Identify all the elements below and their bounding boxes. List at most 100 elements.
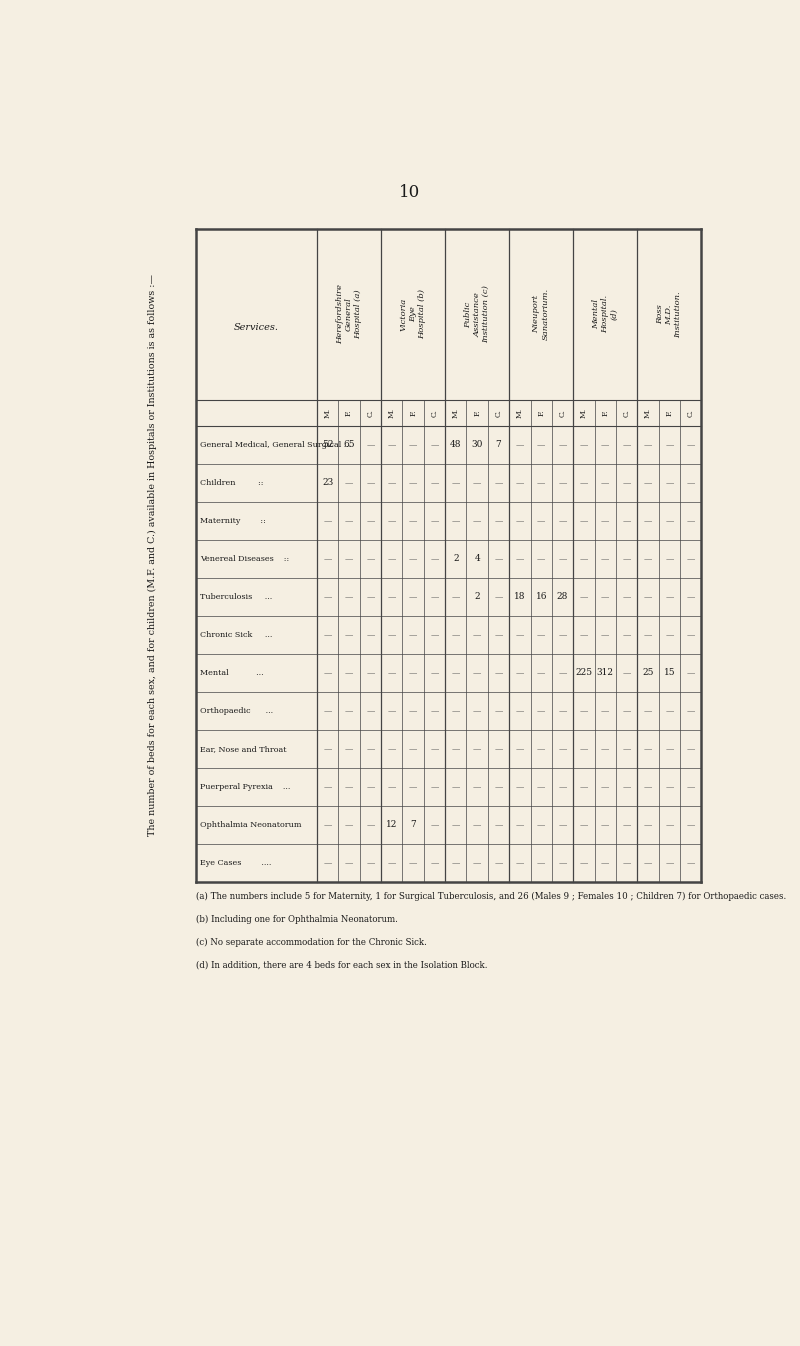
Text: F.: F. — [538, 409, 546, 416]
Text: —: — — [686, 555, 695, 563]
Text: —: — — [345, 592, 354, 600]
Text: —: — — [494, 669, 502, 677]
Text: —: — — [580, 783, 588, 791]
Text: —: — — [601, 744, 610, 752]
Text: —: — — [323, 631, 332, 639]
Text: 25: 25 — [642, 669, 654, 677]
Text: —: — — [558, 821, 566, 829]
Text: —: — — [686, 592, 695, 600]
Text: —: — — [387, 669, 396, 677]
Text: (a) The numbers include 5 for Maternity, 1 for Surgical Tuberculosis, and 26 (Ma: (a) The numbers include 5 for Maternity,… — [196, 892, 786, 902]
Text: —: — — [387, 555, 396, 563]
Text: —: — — [366, 783, 374, 791]
Text: Services.: Services. — [234, 323, 279, 332]
Text: —: — — [366, 440, 374, 448]
Text: —: — — [430, 669, 438, 677]
Text: —: — — [323, 555, 332, 563]
Text: Mental
Hospital.
(d): Mental Hospital. (d) — [592, 295, 618, 334]
Text: —: — — [345, 707, 354, 715]
Text: —: — — [323, 592, 332, 600]
Text: Venereal Diseases    ::: Venereal Diseases :: — [200, 555, 289, 563]
Text: —: — — [516, 859, 524, 867]
Text: —: — — [622, 592, 631, 600]
Text: M.: M. — [452, 408, 460, 417]
Text: Chronic Sick     ...: Chronic Sick ... — [200, 631, 272, 639]
Text: —: — — [558, 669, 566, 677]
Text: —: — — [473, 744, 482, 752]
Text: —: — — [601, 479, 610, 487]
Text: —: — — [473, 669, 482, 677]
Text: —: — — [622, 479, 631, 487]
Text: —: — — [686, 821, 695, 829]
Text: —: — — [601, 631, 610, 639]
Text: —: — — [558, 440, 566, 448]
Text: —: — — [345, 859, 354, 867]
Text: —: — — [494, 783, 502, 791]
Text: —: — — [366, 859, 374, 867]
Text: —: — — [558, 707, 566, 715]
Text: —: — — [345, 669, 354, 677]
Text: —: — — [323, 517, 332, 525]
Text: —: — — [430, 555, 438, 563]
Text: —: — — [387, 631, 396, 639]
Text: —: — — [580, 744, 588, 752]
Text: —: — — [644, 479, 652, 487]
Text: —: — — [644, 707, 652, 715]
Text: —: — — [686, 707, 695, 715]
Text: —: — — [323, 707, 332, 715]
Text: —: — — [622, 744, 631, 752]
Text: —: — — [473, 821, 482, 829]
Text: —: — — [430, 821, 438, 829]
Text: General Medical, General Surgical ...: General Medical, General Surgical ... — [200, 440, 351, 448]
Text: —: — — [516, 479, 524, 487]
Text: 15: 15 — [663, 669, 675, 677]
Text: F.: F. — [473, 409, 481, 416]
Text: F.: F. — [409, 409, 417, 416]
Text: —: — — [665, 517, 674, 525]
Text: —: — — [558, 859, 566, 867]
Text: —: — — [622, 707, 631, 715]
Text: —: — — [537, 479, 546, 487]
Text: 312: 312 — [597, 669, 614, 677]
Text: (c) No separate accommodation for the Chronic Sick.: (c) No separate accommodation for the Ch… — [196, 938, 427, 948]
Text: —: — — [366, 517, 374, 525]
Text: C.: C. — [366, 409, 374, 417]
Text: 23: 23 — [322, 478, 334, 487]
Text: 16: 16 — [535, 592, 547, 602]
Text: 4: 4 — [474, 555, 480, 564]
Text: —: — — [516, 783, 524, 791]
Text: —: — — [644, 859, 652, 867]
Text: —: — — [644, 631, 652, 639]
Text: —: — — [686, 744, 695, 752]
Text: —: — — [430, 783, 438, 791]
Text: C.: C. — [430, 409, 438, 417]
Text: —: — — [366, 592, 374, 600]
Text: —: — — [452, 631, 460, 639]
Text: —: — — [452, 517, 460, 525]
Text: Tuberculosis     ...: Tuberculosis ... — [200, 592, 272, 600]
Text: —: — — [494, 821, 502, 829]
Text: —: — — [494, 631, 502, 639]
Text: —: — — [665, 821, 674, 829]
Text: Ear, Nose and Throat: Ear, Nose and Throat — [200, 744, 286, 752]
Text: —: — — [409, 859, 418, 867]
Text: —: — — [345, 744, 354, 752]
Text: —: — — [366, 669, 374, 677]
Text: —: — — [516, 707, 524, 715]
Text: C.: C. — [494, 409, 502, 417]
Text: 10: 10 — [399, 184, 421, 202]
Text: Eye Cases        ....: Eye Cases .... — [200, 859, 271, 867]
Text: Victoria
Eye
Hospital (b): Victoria Eye Hospital (b) — [400, 289, 426, 339]
Text: —: — — [452, 744, 460, 752]
Text: —: — — [473, 707, 482, 715]
Text: —: — — [622, 440, 631, 448]
Text: —: — — [366, 707, 374, 715]
Text: —: — — [622, 821, 631, 829]
Text: —: — — [366, 631, 374, 639]
Text: Ophthalmia Neonatorum: Ophthalmia Neonatorum — [200, 821, 302, 829]
Text: —: — — [665, 440, 674, 448]
Text: —: — — [665, 592, 674, 600]
Text: 7: 7 — [410, 820, 416, 829]
Text: —: — — [686, 859, 695, 867]
Text: —: — — [580, 479, 588, 487]
